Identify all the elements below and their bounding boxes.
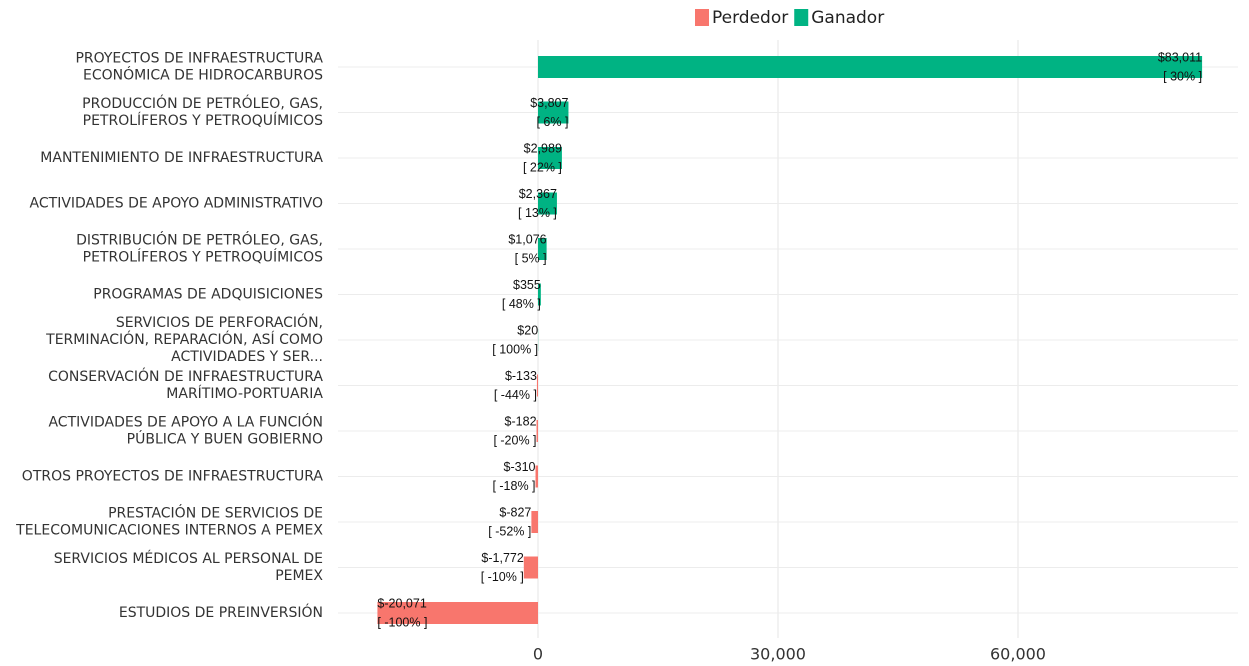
category-line: ACTIVIDADES DE APOYO A LA FUNCIÓN <box>48 413 323 431</box>
category-line: PROYECTOS DE INFRAESTRUCTURA <box>75 51 323 67</box>
category-line: SERVICIOS DE PERFORACIÓN, <box>116 313 323 331</box>
bar <box>538 283 541 306</box>
category-label: ACTIVIDADES DE APOYO A LA FUNCIÓN PÚBLICA… <box>48 413 323 448</box>
percent-label: [ -44% ] <box>494 388 537 402</box>
legend-label: Perdedor <box>712 8 788 28</box>
value-label: $-1,772 <box>481 551 523 565</box>
legend-swatch <box>695 9 709 26</box>
bar <box>538 56 1203 78</box>
value-label: $2,989 <box>524 141 562 155</box>
percent-label: [ 30% ] <box>1163 69 1202 83</box>
percent-label: [ -52% ] <box>488 524 531 538</box>
bar <box>536 374 538 397</box>
legend-label: Ganador <box>811 8 884 28</box>
category-line: PEMEX <box>275 568 323 584</box>
category-label: SERVICIOS MÉDICOS AL PERSONAL DE PEMEX <box>54 550 324 584</box>
value-label: $-20,071 <box>377 596 426 610</box>
value-label: $355 <box>513 278 541 292</box>
bar <box>535 465 538 488</box>
percent-label: [ 48% ] <box>502 297 541 311</box>
value-label: $-182 <box>505 414 537 428</box>
percent-label: [ 13% ] <box>518 206 557 220</box>
category-label: PROGRAMAS DE ADQUISICIONES <box>93 287 323 303</box>
category-line: ACTIVIDADES DE APOYO ADMINISTRATIVO <box>30 196 323 212</box>
category-label: PROYECTOS DE INFRAESTRUCTURA ECONÓMICA DE… <box>75 51 323 84</box>
bar <box>538 101 569 124</box>
value-label: $1,076 <box>508 232 546 246</box>
category-line: TERMINACIÓN, REPARACIÓN, ASÍ COMO <box>45 330 323 348</box>
category-label: PRODUCCIÓN DE PETRÓLEO, GAS, PETROLÍFEROS… <box>82 94 323 129</box>
percent-label: [ 100% ] <box>492 342 538 356</box>
bar <box>538 192 557 215</box>
legend-swatch <box>794 9 809 26</box>
category-line: MANTENIMIENTO DE INFRAESTRUCTURA <box>40 150 323 166</box>
bar <box>523 556 538 579</box>
percent-label: [ 6% ] <box>536 115 568 129</box>
value-label: $2,367 <box>519 187 557 201</box>
category-line: PRODUCCIÓN DE PETRÓLEO, GAS, <box>82 94 323 112</box>
bar <box>377 602 538 624</box>
category-line: OTROS PROYECTOS DE INFRAESTRUCTURA <box>22 469 324 485</box>
value-label: $-310 <box>504 460 536 474</box>
category-line: SERVICIOS MÉDICOS AL PERSONAL DE <box>54 550 323 567</box>
category-line: ECONÓMICA DE HIDROCARBUROS <box>83 66 323 84</box>
x-tick-label: 60,000 <box>990 645 1046 664</box>
category-line: TELECOMUNICACIONES INTERNOS A PEMEX <box>15 523 323 539</box>
category-line: DISTRIBUCIÓN DE PETRÓLEO, GAS, <box>76 231 323 249</box>
value-label: $-133 <box>505 369 537 383</box>
category-line: PÚBLICA Y BUEN GOBIERNO <box>127 430 323 448</box>
category-label: OTROS PROYECTOS DE INFRAESTRUCTURA <box>22 469 324 485</box>
value-label: $-827 <box>499 505 531 519</box>
percent-label: [ -18% ] <box>492 479 535 493</box>
bar <box>538 147 562 169</box>
category-label: CONSERVACIÓN DE INFRAESTRUCTURA MARÍTIMO-… <box>48 367 323 402</box>
category-label: ACTIVIDADES DE APOYO ADMINISTRATIVO <box>30 196 323 212</box>
percent-label: [ -100% ] <box>377 615 427 629</box>
x-tick-label: 0 <box>533 645 543 664</box>
bar <box>538 238 547 260</box>
category-line: PRESTACIÓN DE SERVICIOS DE <box>108 504 323 522</box>
category-line: ACTIVIDADES Y SER... <box>171 349 323 365</box>
bar <box>531 511 538 533</box>
value-label: $20 <box>517 323 538 337</box>
category-line: PROGRAMAS DE ADQUISICIONES <box>93 287 323 303</box>
category-line: CONSERVACIÓN DE INFRAESTRUCTURA <box>48 367 323 385</box>
category-line: PETROLÍFEROS Y PETROQUÍMICOS <box>83 112 323 129</box>
category-label: SERVICIOS DE PERFORACIÓN, TERMINACIÓN, RE… <box>45 313 323 365</box>
percent-label: [ -10% ] <box>481 570 524 584</box>
category-label: DISTRIBUCIÓN DE PETRÓLEO, GAS, PETROLÍFER… <box>76 231 323 266</box>
category-label: ESTUDIOS DE PREINVERSIÓN <box>119 603 323 621</box>
value-label: $83,011 <box>1158 50 1202 64</box>
category-line: PETROLÍFEROS Y PETROQUÍMICOS <box>83 249 323 266</box>
category-label: PRESTACIÓN DE SERVICIOS DE TELECOMUNICACI… <box>15 504 323 539</box>
category-line: MARÍTIMO-PORTUARIA <box>166 385 323 402</box>
percent-label: [ 22% ] <box>523 160 562 174</box>
percent-label: [ -20% ] <box>493 433 536 447</box>
x-tick-label: 30,000 <box>750 645 806 664</box>
category-line: ESTUDIOS DE PREINVERSIÓN <box>119 603 323 621</box>
percent-label: [ 5% ] <box>515 251 547 265</box>
category-label: MANTENIMIENTO DE INFRAESTRUCTURA <box>40 150 323 166</box>
bar <box>536 420 538 442</box>
value-label: $3,807 <box>530 96 568 110</box>
